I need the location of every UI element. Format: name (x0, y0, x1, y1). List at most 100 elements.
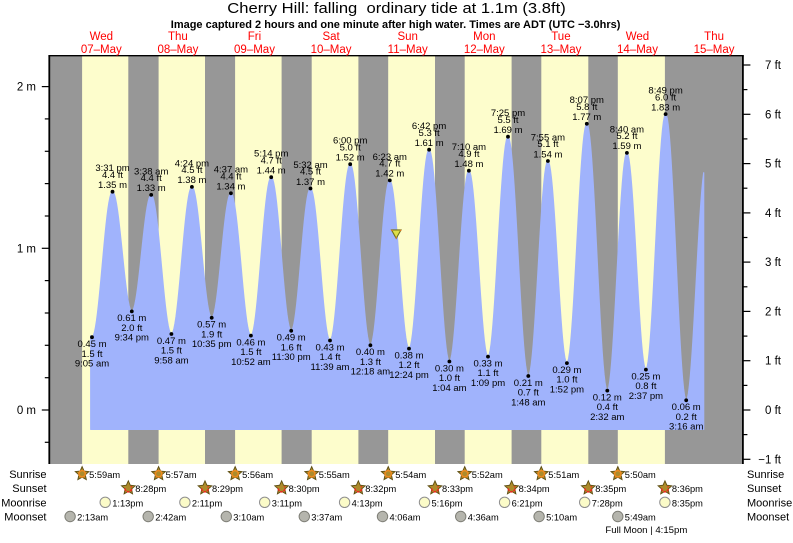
svg-text:1:13pm: 1:13pm (112, 498, 143, 508)
svg-text:4.5 ft: 4.5 ft (300, 167, 321, 178)
svg-text:Wed: Wed (626, 31, 649, 43)
svg-text:1.77 m: 1.77 m (572, 112, 601, 123)
svg-text:1 ft: 1 ft (765, 356, 782, 368)
svg-text:1.61 m: 1.61 m (415, 138, 444, 149)
svg-text:5.3 ft: 5.3 ft (419, 128, 440, 139)
svg-text:0.7 ft: 0.7 ft (518, 388, 539, 399)
svg-text:0.2 ft: 0.2 ft (676, 412, 697, 423)
svg-text:0 m: 0 m (17, 405, 36, 417)
svg-text:3:38 am: 3:38 am (134, 166, 168, 177)
svg-text:1.52 m: 1.52 m (336, 153, 365, 164)
svg-text:6:21pm: 6:21pm (512, 498, 543, 508)
svg-text:0.61 m: 0.61 m (117, 313, 146, 324)
svg-text:11:30 pm: 11:30 pm (272, 352, 311, 363)
svg-text:0.4 ft: 0.4 ft (597, 402, 618, 413)
svg-text:5.2 ft: 5.2 ft (616, 131, 637, 142)
svg-text:5.0 ft: 5.0 ft (340, 142, 361, 153)
svg-text:14–May: 14–May (617, 44, 658, 56)
svg-text:4 ft: 4 ft (765, 208, 782, 220)
svg-text:2.0 ft: 2.0 ft (121, 323, 142, 334)
svg-text:Full Moon | 4:15pm: Full Moon | 4:15pm (605, 525, 687, 536)
svg-text:1.5 ft: 1.5 ft (81, 349, 102, 360)
svg-text:2:13am: 2:13am (77, 513, 108, 523)
svg-text:1.37 m: 1.37 m (296, 177, 325, 188)
svg-text:5:59am: 5:59am (89, 470, 120, 480)
svg-text:9:34 pm: 9:34 pm (115, 333, 149, 344)
svg-text:2:42am: 2:42am (155, 513, 186, 523)
svg-text:3:37am: 3:37am (311, 513, 342, 523)
svg-text:Moonset: Moonset (747, 512, 789, 524)
svg-text:4.7 ft: 4.7 ft (379, 159, 400, 170)
svg-text:9:58 am: 9:58 am (154, 355, 188, 366)
svg-text:3:10am: 3:10am (233, 513, 264, 523)
svg-text:1.34 m: 1.34 m (216, 182, 245, 193)
svg-text:Tue: Tue (551, 31, 570, 43)
svg-text:1:04 am: 1:04 am (432, 383, 466, 394)
svg-text:Image captured 2 hours and one: Image captured 2 hours and one minute af… (171, 19, 621, 31)
svg-text:5:52am: 5:52am (472, 470, 503, 480)
svg-text:10–May: 10–May (311, 44, 352, 56)
svg-text:4:37 am: 4:37 am (214, 165, 248, 176)
svg-text:8:40 am: 8:40 am (610, 124, 644, 135)
svg-text:Sunrise: Sunrise (9, 469, 46, 481)
svg-text:08–May: 08–May (157, 44, 198, 56)
svg-text:12:24 pm: 12:24 pm (389, 370, 429, 381)
svg-text:Wed: Wed (90, 31, 113, 43)
svg-text:2:37 pm: 2:37 pm (629, 391, 663, 402)
svg-text:7:10 am: 7:10 am (452, 142, 486, 153)
svg-text:Thu: Thu (704, 31, 724, 43)
svg-text:07–May: 07–May (81, 44, 122, 56)
svg-text:Mon: Mon (473, 31, 495, 43)
svg-text:6 ft: 6 ft (765, 109, 782, 121)
svg-text:2:32 am: 2:32 am (590, 412, 624, 423)
svg-text:12:18 am: 12:18 am (351, 367, 391, 378)
svg-text:8:49 pm: 8:49 pm (648, 86, 682, 97)
svg-text:1.54 m: 1.54 m (533, 149, 562, 160)
svg-text:8:30pm: 8:30pm (289, 484, 320, 494)
svg-text:0.40 m: 0.40 m (356, 347, 385, 358)
svg-text:5:50am: 5:50am (625, 470, 656, 480)
svg-text:0.06 m: 0.06 m (672, 402, 701, 413)
svg-text:8:35pm: 8:35pm (672, 498, 703, 508)
svg-text:5:49am: 5:49am (625, 513, 656, 523)
svg-text:1.83 m: 1.83 m (651, 102, 680, 113)
svg-text:5:54am: 5:54am (395, 470, 426, 480)
svg-text:5:32 am: 5:32 am (293, 160, 327, 171)
svg-text:12–May: 12–May (464, 44, 505, 56)
svg-text:8:32pm: 8:32pm (365, 484, 396, 494)
svg-text:8:34pm: 8:34pm (519, 484, 550, 494)
svg-text:3:16 am: 3:16 am (669, 422, 703, 433)
svg-text:1.1 ft: 1.1 ft (477, 368, 498, 379)
svg-text:7:28pm: 7:28pm (592, 498, 623, 508)
svg-text:0.57 m: 0.57 m (197, 320, 226, 331)
svg-text:0.12 m: 0.12 m (593, 392, 622, 403)
svg-text:0.25 m: 0.25 m (631, 371, 660, 382)
svg-text:4.5 ft: 4.5 ft (181, 165, 202, 176)
svg-text:Sun: Sun (397, 31, 417, 43)
svg-text:1.59 m: 1.59 m (612, 141, 641, 152)
svg-text:1:09 pm: 1:09 pm (471, 378, 505, 389)
svg-text:7:55 am: 7:55 am (531, 132, 565, 143)
svg-text:0.29 m: 0.29 m (552, 365, 581, 376)
svg-text:4.9 ft: 4.9 ft (458, 149, 479, 160)
svg-text:3 ft: 3 ft (765, 257, 782, 269)
svg-text:8:28pm: 8:28pm (135, 484, 166, 494)
svg-text:1.44 m: 1.44 m (257, 166, 286, 177)
svg-text:Sat: Sat (322, 31, 340, 43)
svg-text:Moonrise: Moonrise (1, 497, 46, 509)
svg-text:4.4 ft: 4.4 ft (102, 170, 123, 181)
svg-text:1.42 m: 1.42 m (375, 169, 404, 180)
svg-text:0.30 m: 0.30 m (435, 363, 464, 374)
svg-text:10:35 pm: 10:35 pm (192, 339, 232, 350)
svg-text:Sunset: Sunset (12, 483, 46, 495)
svg-text:Moonrise: Moonrise (747, 497, 792, 509)
svg-text:8:36pm: 8:36pm (672, 484, 703, 494)
svg-text:11:39 am: 11:39 am (311, 362, 350, 373)
svg-text:1.48 m: 1.48 m (454, 159, 483, 170)
svg-text:13–May: 13–May (540, 44, 581, 56)
svg-text:0.33 m: 0.33 m (473, 358, 502, 369)
svg-text:5.5 ft: 5.5 ft (497, 115, 518, 126)
svg-text:7:25 pm: 7:25 pm (491, 108, 525, 119)
svg-text:0.8 ft: 0.8 ft (635, 381, 656, 392)
svg-text:6:42 pm: 6:42 pm (412, 121, 446, 132)
